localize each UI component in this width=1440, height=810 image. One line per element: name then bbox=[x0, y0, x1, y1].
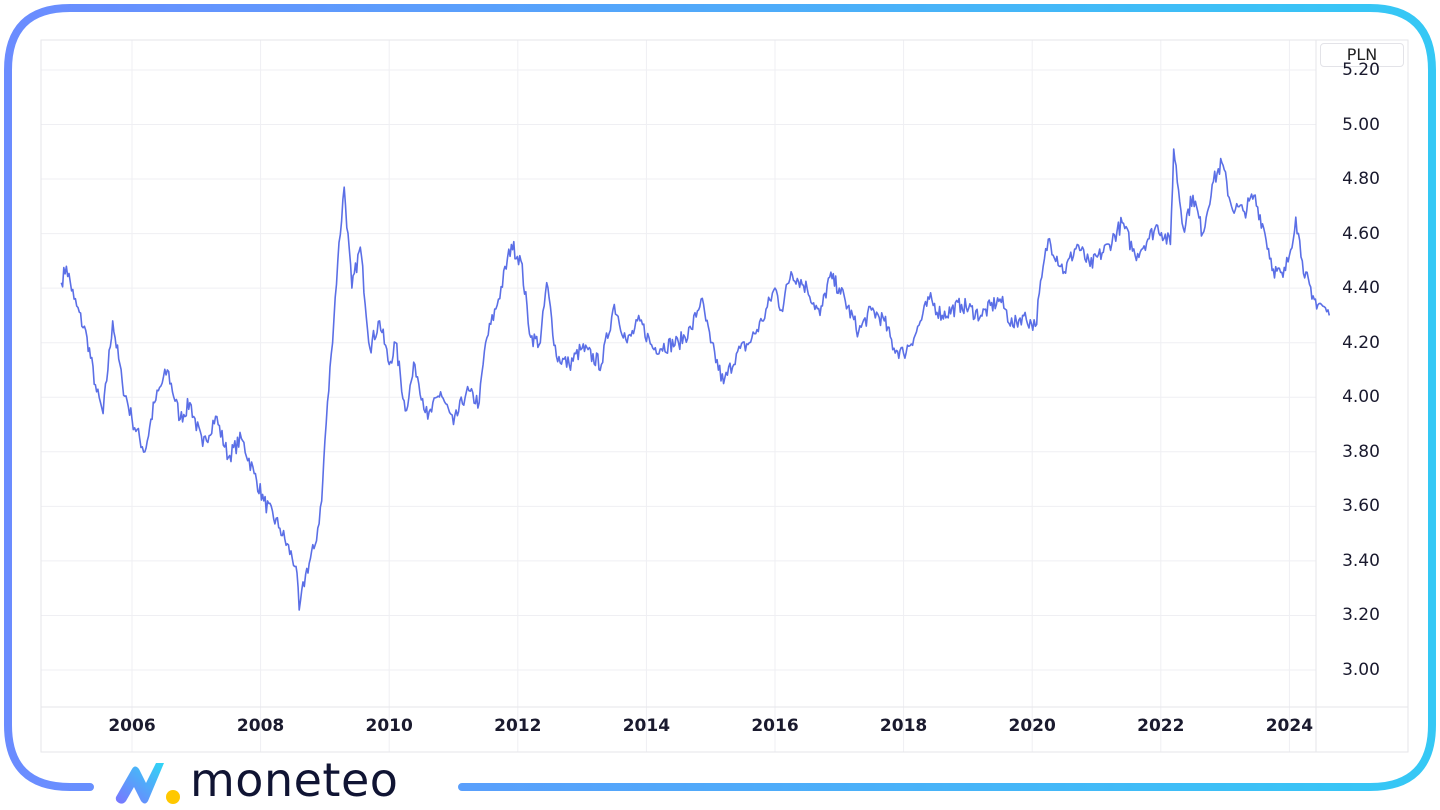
y-tick-label: 5.20 bbox=[1342, 59, 1380, 80]
moneteo-wordmark: moneteo bbox=[190, 753, 399, 807]
x-tick-label: 2014 bbox=[622, 716, 671, 736]
x-tick-label: 2010 bbox=[365, 716, 413, 736]
moneteo-logo: moneteo bbox=[108, 753, 405, 808]
x-tick-label: 2008 bbox=[236, 716, 285, 736]
y-tick-label: 4.40 bbox=[1342, 278, 1380, 299]
y-tick-label: 4.00 bbox=[1342, 387, 1380, 408]
x-tick-label: 2022 bbox=[1137, 716, 1185, 736]
y-tick-label: 5.00 bbox=[1342, 114, 1380, 135]
x-tick-label: 2016 bbox=[751, 716, 799, 736]
y-tick-label: 3.00 bbox=[1342, 660, 1380, 680]
moneteo-logo-icon bbox=[115, 763, 180, 804]
y-tick-label: 3.80 bbox=[1342, 441, 1380, 462]
x-tick-label: 2012 bbox=[494, 716, 542, 736]
x-tick-label: 2006 bbox=[108, 716, 156, 736]
y-tick-label: 3.60 bbox=[1342, 496, 1380, 517]
y-tick-label: 4.20 bbox=[1342, 332, 1380, 353]
x-tick-label: 2018 bbox=[879, 716, 928, 736]
y-tick-label: 3.20 bbox=[1342, 605, 1380, 626]
y-tick-label: 4.80 bbox=[1342, 169, 1380, 190]
plot-border bbox=[40, 39, 1409, 753]
x-tick-label: 2020 bbox=[1008, 716, 1056, 736]
y-tick-label: 3.40 bbox=[1342, 550, 1380, 571]
x-tick-label: 2024 bbox=[1265, 716, 1314, 736]
price-line bbox=[60, 148, 1331, 611]
y-axis-unit-label: PLN bbox=[1320, 43, 1404, 67]
y-tick-label: 4.60 bbox=[1342, 223, 1380, 244]
chart-grid bbox=[41, 40, 1316, 752]
